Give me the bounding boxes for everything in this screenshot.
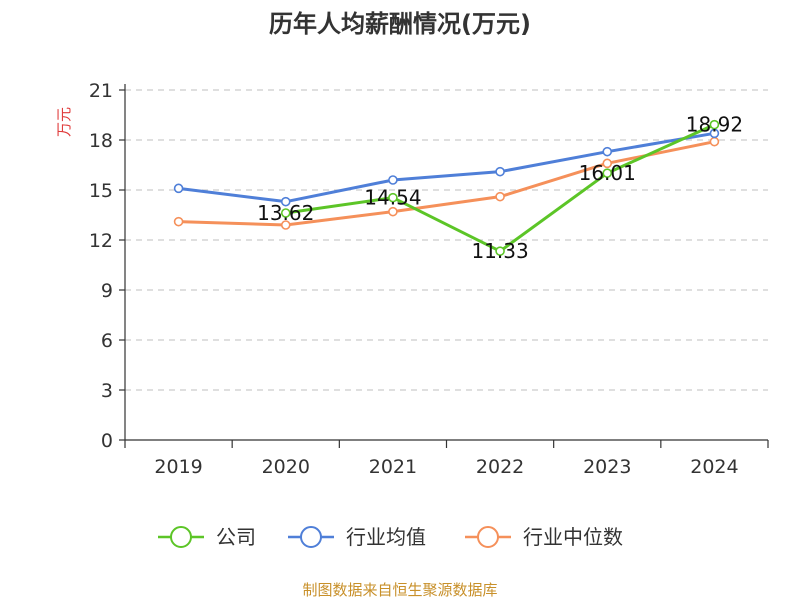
x-tick-label: 2021	[369, 456, 417, 478]
legend-label: 行业均值	[346, 525, 426, 549]
series-line-1	[178, 131, 715, 204]
data-label: 16.01	[579, 161, 636, 185]
data-point	[495, 191, 505, 202]
data-point	[388, 206, 398, 217]
data-label: 14.54	[364, 186, 421, 210]
y-tick-label: 21	[89, 80, 113, 102]
data-point	[280, 196, 291, 207]
data-point	[173, 216, 184, 227]
legend-marker	[300, 526, 322, 548]
x-tick-label: 2022	[476, 456, 524, 478]
y-tick-label: 9	[101, 280, 113, 302]
data-point	[495, 166, 505, 177]
legend-label: 行业中位数	[523, 525, 623, 549]
y-tick-label: 6	[101, 330, 113, 352]
data-point	[709, 136, 720, 147]
data-point	[495, 246, 505, 256]
data-point	[280, 208, 291, 218]
axes: 0 3 6 9 12 15 18 21 2019 2020 2021 2022 2023 2024	[89, 80, 769, 478]
y-tick-label: 12	[89, 230, 113, 252]
data-point	[602, 146, 613, 157]
data-point	[388, 192, 398, 203]
source-note: 制图数据来自恒生聚源数据库	[302, 581, 497, 599]
x-tick-label: 2019	[154, 456, 202, 478]
y-tick-label: 15	[89, 180, 113, 202]
legend-label: 公司	[216, 525, 256, 549]
y-tick-label: 18	[89, 130, 113, 152]
data-point	[173, 183, 184, 194]
chart-title: 历年人均薪酬情况(万元)	[269, 10, 531, 38]
y-tick-label: 0	[101, 430, 113, 452]
x-tick-label: 2023	[583, 456, 631, 478]
x-tick-label: 2020	[262, 456, 310, 478]
data-point	[602, 168, 613, 178]
legend-marker	[477, 526, 499, 548]
data-label: 13.62	[257, 201, 314, 225]
data-label: 11.33	[471, 239, 528, 263]
gridlines	[125, 89, 768, 391]
data-point	[709, 119, 720, 130]
x-tick-label: 2024	[690, 456, 738, 478]
data-label: 18.92	[686, 113, 743, 137]
y-axis-label: 万元	[55, 107, 73, 137]
data-labels: 13.62 14.54 11.33 16.01 18.92	[257, 113, 743, 263]
data-point	[602, 158, 613, 169]
data-point	[280, 220, 291, 230]
series-line-2	[178, 140, 715, 227]
legend: 公司 行业均值 行业中位数	[158, 525, 623, 549]
series-lines	[173, 119, 720, 256]
data-point	[388, 175, 398, 185]
legend-marker	[170, 526, 192, 548]
y-tick-label: 3	[101, 380, 113, 402]
